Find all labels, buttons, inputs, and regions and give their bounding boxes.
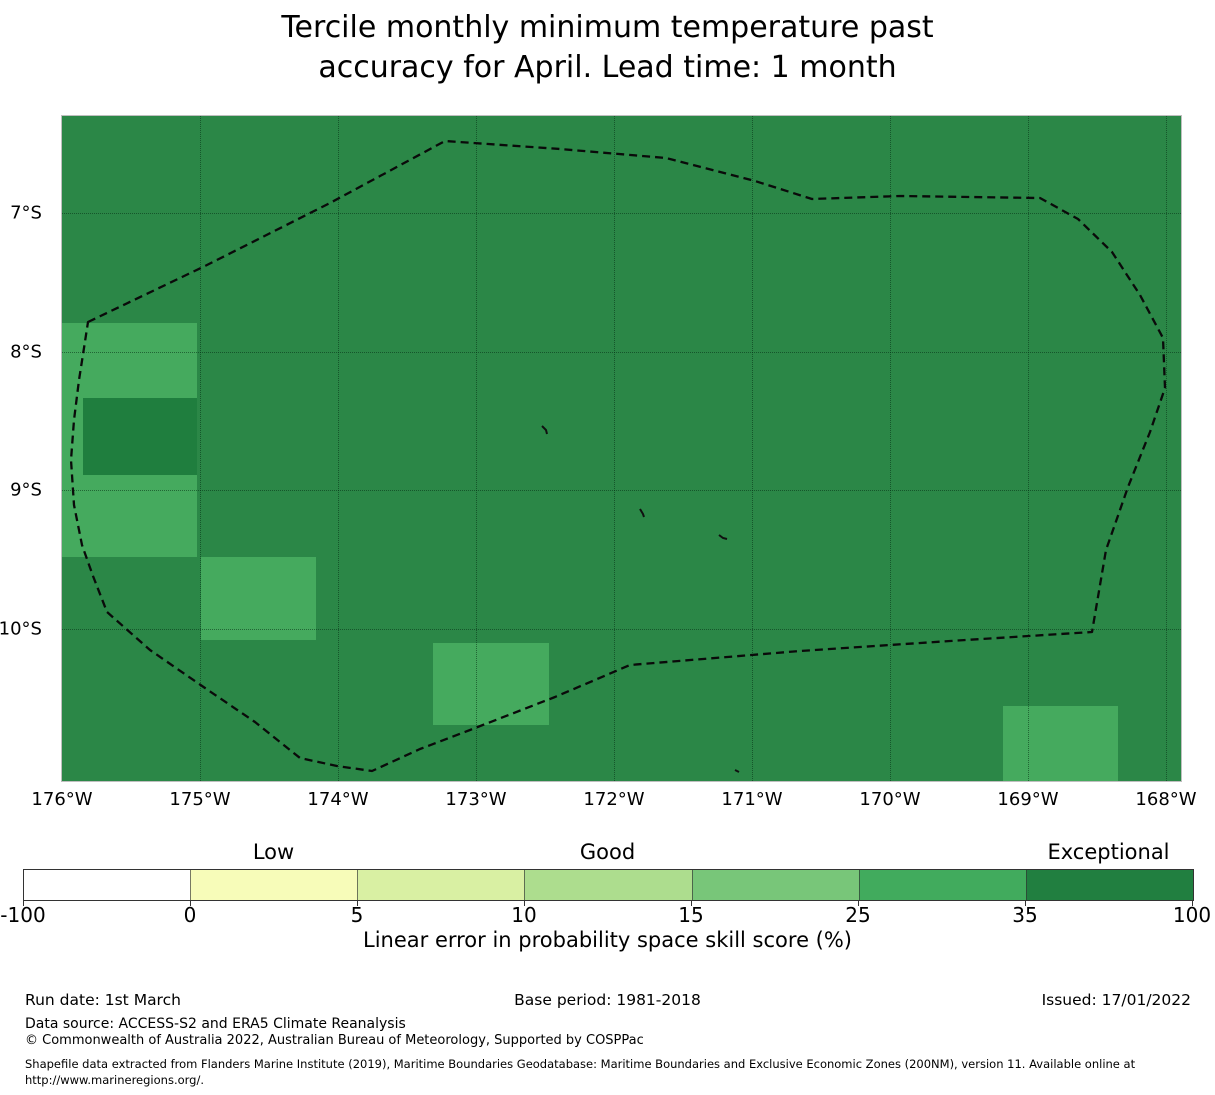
map-value-cell	[1003, 706, 1118, 781]
map-value-cell	[62, 475, 197, 557]
y-tick-label: 10°S	[0, 618, 42, 640]
colorbar-tick-label: 10	[511, 903, 537, 927]
graticule-meridian-line	[614, 116, 615, 781]
island-coastline-mark	[639, 508, 645, 518]
colorbar-segment	[858, 870, 1026, 900]
x-tick-label: 172°W	[583, 789, 645, 810]
colorbar-segment	[524, 870, 692, 900]
island-coastline-mark	[541, 425, 548, 435]
island-coastline-mark	[718, 534, 728, 540]
map-value-cell	[83, 398, 197, 475]
colorbar	[23, 869, 1194, 901]
colorbar-segment	[691, 870, 859, 900]
map-plot-area	[61, 115, 1182, 782]
graticule-parallel-line	[62, 490, 1181, 491]
island-coastline-mark	[734, 769, 740, 773]
colorbar-segment	[357, 870, 525, 900]
colorbar-tick-label: 25	[845, 903, 871, 927]
data-source-text: Data source: ACCESS-S2 and ERA5 Climate …	[25, 1016, 406, 1032]
base-period-text: Base period: 1981-2018	[514, 991, 701, 1009]
graticule-parallel-line	[62, 213, 1181, 214]
colorbar-segment	[1025, 870, 1193, 900]
map-value-cell	[201, 557, 316, 640]
colorbar-tick-mark	[1025, 900, 1026, 906]
boundary-overlay	[69, 139, 1167, 773]
graticule-meridian-line	[476, 116, 477, 781]
graticule-meridian-line	[752, 116, 753, 781]
x-tick-label: 170°W	[859, 789, 921, 810]
graticule-meridian-line	[1028, 116, 1029, 781]
y-axis-tick-labels: 7°S 8°S 9°S 10°S	[0, 116, 52, 781]
graticule-meridian-line	[338, 116, 339, 781]
x-tick-label: 174°W	[307, 789, 369, 810]
colorbar-tick-labels: -100 0 5 10 15 25 35 100	[0, 903, 1211, 927]
issued-date-text: Issued: 17/01/2022	[1041, 991, 1191, 1009]
colorbar-axis-label: Linear error in probability space skill …	[363, 928, 852, 952]
map-value-cell	[433, 643, 549, 725]
chart-title-line1: Tercile monthly minimum temperature past	[281, 10, 934, 45]
shapefile-attribution-line2: http://www.marineregions.org/.	[25, 1073, 204, 1087]
y-tick-label: 7°S	[10, 202, 42, 224]
colorbar-tick-mark	[357, 900, 358, 906]
colorbar-tick-mark	[1192, 900, 1193, 906]
x-tick-label: 176°W	[31, 789, 93, 810]
colorbar-tick-label: 0	[183, 903, 197, 927]
colorbar-category-label: Low	[252, 840, 295, 864]
graticule-meridian-line	[1166, 116, 1167, 781]
x-tick-label: 169°W	[997, 789, 1059, 810]
colorbar-category-label: Exceptional	[1047, 840, 1170, 864]
graticule-parallel-line	[62, 629, 1181, 630]
chart-title-line2: accuracy for April. Lead time: 1 month	[318, 50, 897, 85]
graticule-meridian-line	[200, 116, 201, 781]
colorbar-category-label: Good	[579, 840, 636, 864]
copyright-text: © Commonwealth of Australia 2022, Austra…	[25, 1033, 644, 1048]
colorbar-tick-marks	[23, 900, 1193, 906]
y-tick-label: 9°S	[10, 479, 42, 501]
chart-title: Tercile monthly minimum temperature past…	[0, 8, 1215, 88]
colorbar-tick-label: -100	[0, 903, 46, 927]
run-date-text: Run date: 1st March	[25, 991, 181, 1009]
x-tick-label: 171°W	[721, 789, 783, 810]
x-tick-label: 168°W	[1135, 789, 1197, 810]
x-tick-label: 175°W	[169, 789, 231, 810]
shapefile-attribution-text: Shapefile data extracted from Flanders M…	[25, 1056, 1200, 1088]
y-tick-label: 8°S	[10, 341, 42, 363]
x-tick-label: 173°W	[445, 789, 507, 810]
colorbar-tick-mark	[691, 900, 692, 906]
map-value-cell	[62, 323, 197, 398]
graticule-parallel-line	[62, 352, 1181, 353]
colorbar-tick-mark	[858, 900, 859, 906]
graticule-meridian-line	[890, 116, 891, 781]
colorbar-tick-label: 15	[678, 903, 704, 927]
colorbar-tick-mark	[23, 900, 24, 906]
colorbar-segment	[190, 870, 358, 900]
colorbar-tick-mark	[190, 900, 191, 906]
colorbar-tick-label: 5	[350, 903, 364, 927]
eez-boundary-dashed-line	[69, 139, 1167, 773]
colorbar-segment	[24, 870, 191, 900]
colorbar-tick-label: 100	[1172, 903, 1212, 927]
colorbar-tick-mark	[524, 900, 525, 906]
x-axis-tick-labels: 176°W 175°W 174°W 173°W 172°W 171°W 170°W 169°W…	[31, 789, 1196, 813]
colorbar-tick-label: 35	[1012, 903, 1038, 927]
shapefile-attribution-line1: Shapefile data extracted from Flanders M…	[25, 1057, 1136, 1071]
